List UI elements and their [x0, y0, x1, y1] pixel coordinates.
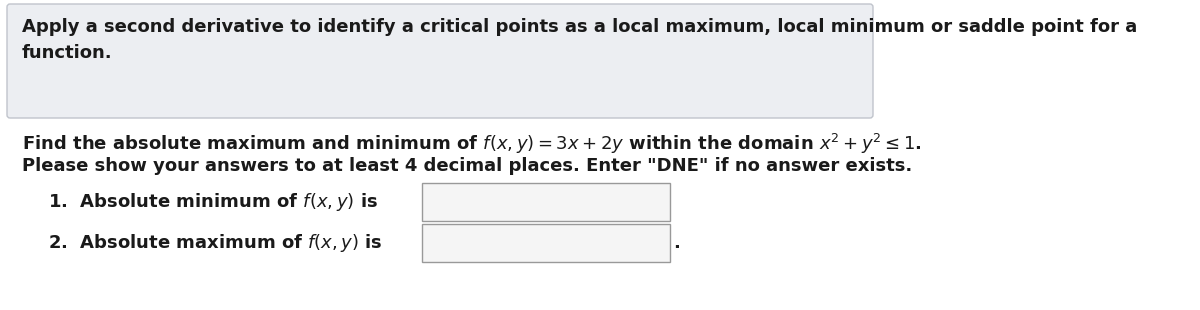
Text: function.: function.	[22, 44, 113, 62]
FancyBboxPatch shape	[422, 224, 670, 262]
Text: Find the absolute maximum and minimum of $f(x, y) = 3x + 2y$ within the domain $: Find the absolute maximum and minimum of…	[22, 132, 922, 156]
Text: .: .	[673, 234, 680, 252]
Text: 1.  Absolute minimum of $f(x, y)$ is: 1. Absolute minimum of $f(x, y)$ is	[48, 191, 378, 213]
FancyBboxPatch shape	[7, 4, 874, 118]
Text: 2.  Absolute maximum of $f(x, y)$ is: 2. Absolute maximum of $f(x, y)$ is	[48, 232, 383, 254]
Text: Please show your answers to at least 4 decimal places. Enter "DNE" if no answer : Please show your answers to at least 4 d…	[22, 157, 912, 175]
Text: Apply a second derivative to identify a critical points as a local maximum, loca: Apply a second derivative to identify a …	[22, 18, 1138, 36]
FancyBboxPatch shape	[422, 183, 670, 221]
